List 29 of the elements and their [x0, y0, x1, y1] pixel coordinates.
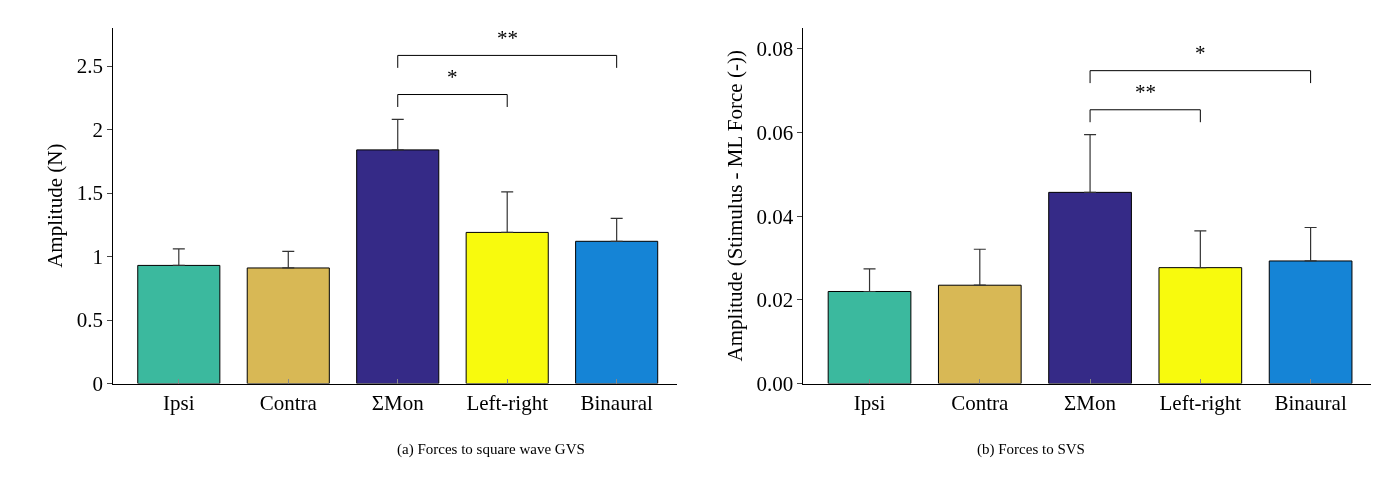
text: (a) Forces to square wave GVS — [397, 441, 585, 458]
x-tick-label: Contra — [951, 390, 1010, 415]
y-tick-label: 0.06 — [756, 120, 794, 145]
y-axis-title: Amplitude (N) — [42, 143, 67, 268]
y-tick-label: 0.08 — [756, 37, 794, 62]
y-tick-label: 0 — [92, 371, 103, 396]
x-tick-label: ΣMon — [1064, 390, 1117, 415]
annotation: ** — [1135, 80, 1156, 104]
annotation: * — [1195, 41, 1206, 65]
annotation: * — [447, 65, 458, 89]
x-tick-label: Left-right — [466, 390, 549, 415]
y-tick-label: 0.04 — [756, 204, 794, 229]
y-tick-label: 2.5 — [76, 54, 103, 79]
x-tick-label: Ipsi — [163, 390, 195, 415]
x-tick-label: ΣMon — [371, 390, 425, 415]
y-tick-label: 0.00 — [756, 371, 794, 396]
y-tick-label: 0.5 — [76, 308, 103, 333]
text: (b) Forces to SVS — [977, 441, 1085, 458]
y-axis-title: Amplitude (Stimulus - ML Force (-)) — [722, 50, 747, 362]
y-tick-label: 2 — [92, 117, 103, 142]
x-tick-label: Binaural — [1274, 390, 1347, 415]
y-tick-label: 1.5 — [76, 181, 103, 206]
y-tick-label: 0.02 — [756, 288, 794, 313]
x-tick-label: Ipsi — [853, 390, 886, 415]
x-tick-label: Left-right — [1159, 390, 1242, 415]
y-tick-label: 1 — [92, 244, 103, 269]
x-tick-label: Binaural — [580, 390, 653, 415]
annotation: ** — [497, 26, 518, 50]
x-tick-label: Contra — [259, 390, 318, 415]
